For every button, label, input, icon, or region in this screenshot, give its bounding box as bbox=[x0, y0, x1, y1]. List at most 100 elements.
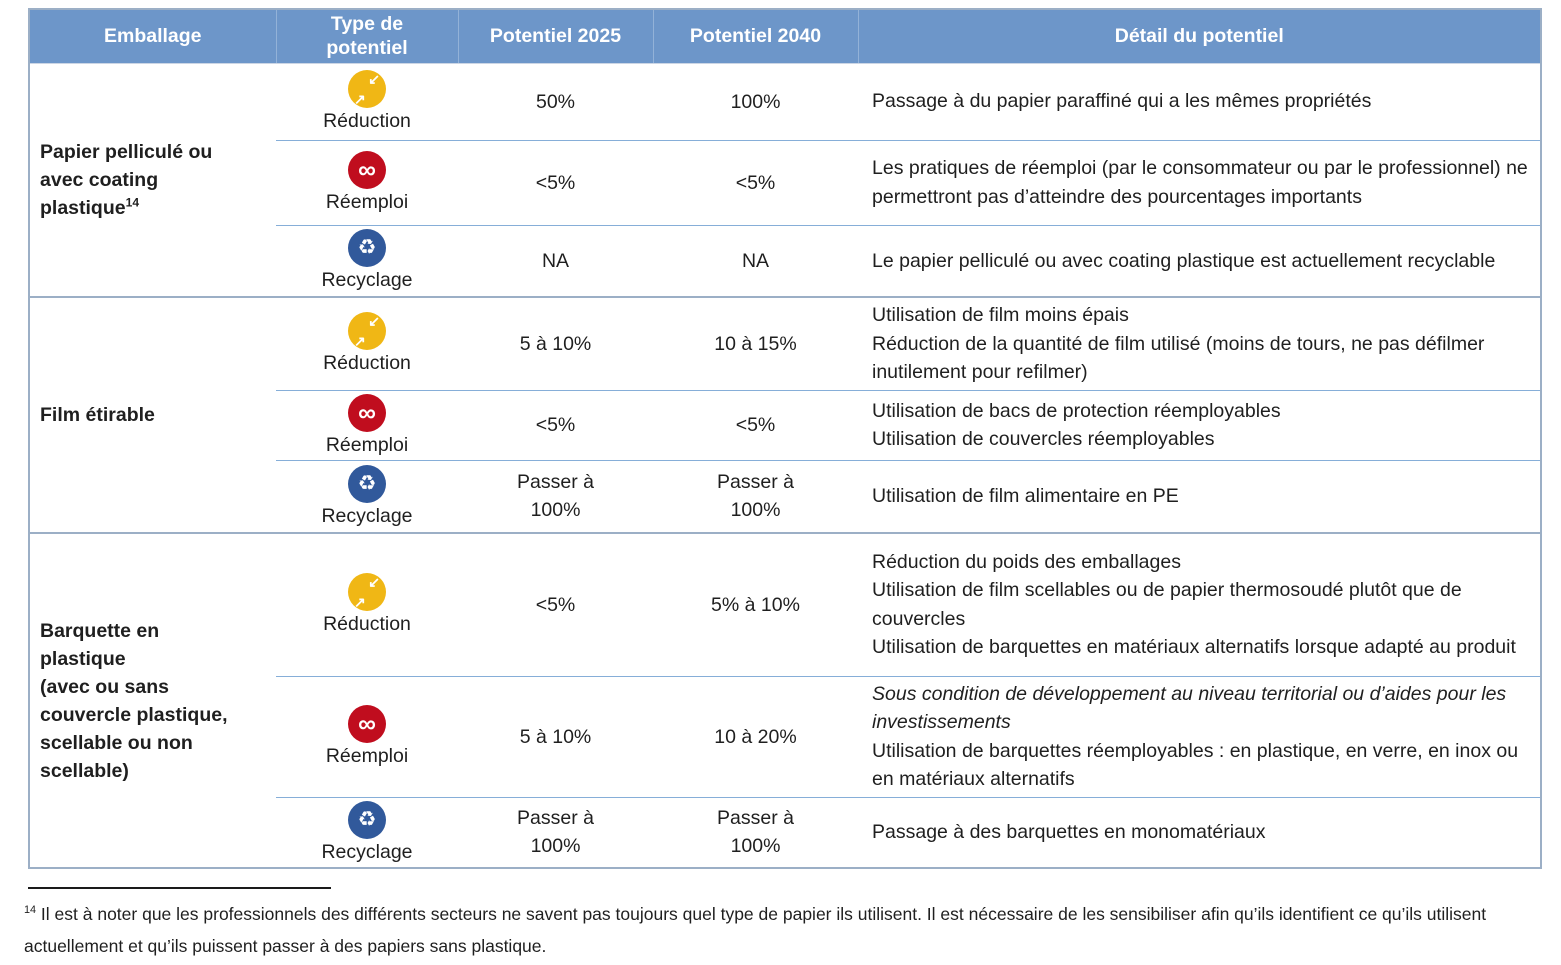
header-emballage: Emballage bbox=[29, 9, 277, 64]
header-type-potentiel: Type de potentiel bbox=[276, 9, 459, 64]
type-potentiel-cell: ∞ Réemploi bbox=[276, 139, 458, 225]
potentiel-2025-cell: Passer à 100% bbox=[458, 459, 653, 533]
detail-line: Les pratiques de réemploi (par le consom… bbox=[872, 157, 1528, 208]
type-potentiel-cell: ∞ Réemploi bbox=[276, 389, 458, 460]
table-row: ♻ Recyclage Passer à 100% Passer à 100% … bbox=[29, 459, 1541, 533]
footnote-separator bbox=[28, 887, 331, 889]
recycle-icon: ♻ bbox=[348, 800, 386, 839]
table-row: ♻ Recyclage NA NA Le papier pelliculé ou… bbox=[29, 224, 1541, 297]
type-label: Réemploi bbox=[325, 191, 409, 213]
type-potentiel-cell: ↙ ↗ Réduction bbox=[276, 63, 458, 140]
type-potentiel-cell: ♻ Recyclage bbox=[276, 459, 458, 533]
infinity-loop-icon: ∞ bbox=[348, 393, 386, 432]
footnote-ref-marker: 14 bbox=[125, 195, 140, 210]
detail-cell: Passage à du papier paraffiné qui a les … bbox=[858, 63, 1541, 140]
detail-cell: Utilisation de bacs de protection réempl… bbox=[858, 389, 1541, 460]
arrow-glyph: ↗ bbox=[354, 594, 366, 611]
infinity-glyph: ∞ bbox=[358, 156, 376, 184]
arrow-glyph: ↙ bbox=[368, 71, 380, 87]
header-potentiel-2025: Potentiel 2025 bbox=[458, 9, 654, 64]
potentiel-2040-cell: 10 à 15% bbox=[653, 296, 858, 390]
detail-line: Utilisation de couvercles réemployables bbox=[872, 428, 1215, 450]
potentiel-2025-cell: Passer à 100% bbox=[458, 796, 653, 868]
footnote: 14 Il est à noter que les professionnels… bbox=[24, 898, 1539, 962]
detail-line: Réduction de la quantité de film utilisé… bbox=[872, 332, 1485, 384]
converge-arrows-icon: ↙ ↗ bbox=[348, 70, 386, 108]
type-potentiel-cell: ♻ Recyclage bbox=[276, 224, 458, 297]
recycle-glyph: ♻ bbox=[357, 471, 377, 495]
footnote-text: Il est à noter que les professionnels de… bbox=[24, 904, 1487, 956]
type-label: Réemploi bbox=[325, 745, 409, 767]
detail-cell: Le papier pelliculé ou avec coating plas… bbox=[858, 224, 1541, 297]
potentiel-2025-cell: 5 à 10% bbox=[458, 675, 653, 797]
emballage-label: Papier pelliculé ou avec coating plastiq… bbox=[40, 140, 213, 219]
type-potentiel-cell: ↙ ↗ Réduction bbox=[276, 532, 458, 676]
potentiel-2040-cell: Passer à 100% bbox=[653, 459, 858, 533]
table-row: ♻ Recyclage Passer à 100% Passer à 100% … bbox=[29, 796, 1541, 868]
type-potentiel-cell: ↙ ↗ Réduction bbox=[276, 296, 458, 390]
detail-line: Passage à des barquettes en monomatériau… bbox=[872, 821, 1266, 843]
potentiel-2025-cell: NA bbox=[458, 224, 653, 297]
type-label: Réduction bbox=[323, 352, 411, 375]
converge-arrows-icon: ↙ ↗ bbox=[348, 312, 386, 351]
detail-line: Utilisation de film moins épais bbox=[872, 304, 1129, 326]
potentiel-2040-cell: Passer à 100% bbox=[653, 796, 858, 868]
detail-line: Le papier pelliculé ou avec coating plas… bbox=[872, 249, 1496, 272]
potentiel-2025-cell: <5% bbox=[458, 139, 653, 225]
arrow-glyph: ↗ bbox=[354, 333, 366, 350]
arrow-glyph: ↙ bbox=[368, 313, 380, 330]
type-label: Recyclage bbox=[321, 504, 413, 527]
type-label: Réemploi bbox=[325, 433, 409, 456]
potentiel-2025-cell: 50% bbox=[535, 90, 576, 113]
infinity-glyph: ∞ bbox=[358, 398, 376, 427]
header-row: Emballage Type de potentiel Potentiel 20… bbox=[29, 9, 1541, 64]
table-row: Film étirable ↙ ↗ Réduction 5 à 10% 10 à … bbox=[29, 296, 1541, 533]
infinity-glyph: ∞ bbox=[358, 710, 376, 738]
detail-line: Utilisation de barquettes en matériaux a… bbox=[872, 636, 1516, 659]
recycle-icon: ♻ bbox=[348, 229, 386, 268]
potentiel-2040-cell: <5% bbox=[653, 389, 858, 460]
emballage-cell: Barquette en plastique (avec ou sans cou… bbox=[29, 532, 276, 868]
table-row: ∞ Réemploi <5% <5% Utilisation de bacs d… bbox=[29, 389, 1541, 460]
type-label: Recyclage bbox=[321, 840, 413, 863]
detail-cell: Utilisation de film alimentaire en PE bbox=[858, 459, 1541, 533]
recycle-glyph: ♻ bbox=[357, 807, 377, 831]
potentiel-2040-cell: 100% bbox=[730, 90, 781, 113]
table-row: Papier pelliculé ou avec coating plastiq… bbox=[29, 63, 1541, 219]
detail-line: Passage à du papier paraffiné qui a les … bbox=[872, 90, 1372, 113]
footnote-ref-number: 14 bbox=[24, 904, 37, 917]
type-label: Recyclage bbox=[321, 269, 413, 292]
arrow-glyph: ↙ bbox=[368, 574, 380, 591]
detail-cell: Réduction du poids des emballages Utilis… bbox=[858, 532, 1541, 676]
potentiel-2040-cell: 10 à 20% bbox=[653, 675, 858, 797]
recycle-icon: ♻ bbox=[348, 464, 386, 503]
arrow-glyph: ↗ bbox=[354, 91, 366, 107]
recycle-glyph: ♻ bbox=[357, 236, 377, 260]
table-row: ∞ Réemploi 5 à 10% 10 à 20% Sous conditi… bbox=[29, 675, 1541, 797]
potential-table: Emballage Type de potentiel Potentiel 20… bbox=[28, 8, 1542, 869]
type-label: Réduction bbox=[323, 110, 411, 132]
type-potentiel-cell: ∞ Réemploi bbox=[276, 675, 458, 797]
emballage-label: Film étirable bbox=[40, 404, 155, 426]
type-potentiel-cell: ♻ Recyclage bbox=[276, 796, 458, 868]
potentiel-2025-cell: <5% bbox=[458, 389, 653, 460]
type-label: Réduction bbox=[323, 613, 411, 636]
detail-line: Réduction du poids des emballages bbox=[872, 550, 1181, 573]
detail-line: Utilisation de bacs de protection réempl… bbox=[872, 399, 1281, 422]
detail-line-italic: Sous condition de développement au nivea… bbox=[872, 682, 1507, 734]
detail-cell: Utilisation de film moins épais Réductio… bbox=[858, 296, 1541, 390]
potentiel-2025-cell: 5 à 10% bbox=[458, 296, 653, 390]
header-potentiel-2040: Potentiel 2040 bbox=[653, 9, 859, 64]
converge-arrows-icon: ↙ ↗ bbox=[348, 573, 386, 612]
potentiel-2040-cell: 5% à 10% bbox=[653, 532, 858, 676]
detail-cell: Passage à des barquettes en monomatériau… bbox=[858, 796, 1541, 868]
detail-line: Utilisation de barquettes réemployables … bbox=[872, 739, 1519, 791]
detail-line: Utilisation de film scellables ou de pap… bbox=[872, 579, 1462, 630]
emballage-cell: Papier pelliculé ou avec coating plastiq… bbox=[29, 63, 276, 297]
header-detail: Détail du potentiel bbox=[858, 9, 1541, 64]
potentiel-2025-cell: <5% bbox=[458, 532, 653, 676]
emballage-cell: Film étirable bbox=[29, 296, 276, 533]
detail-cell: Les pratiques de réemploi (par le consom… bbox=[858, 139, 1541, 225]
detail-cell: Sous condition de développement au nivea… bbox=[858, 675, 1541, 797]
